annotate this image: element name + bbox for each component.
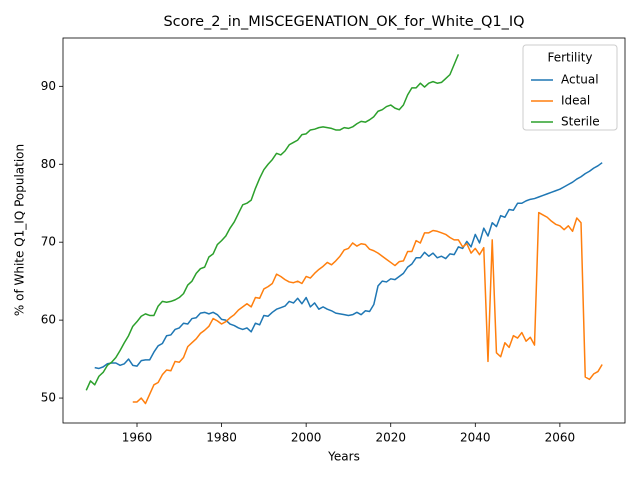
legend-box [522, 44, 618, 131]
line-series [132, 211, 603, 405]
x-tick-label: 2020 [375, 431, 406, 445]
legend-label: Ideal [561, 94, 590, 108]
legend-title: Fertility [547, 51, 592, 65]
x-tick-label: 2000 [291, 431, 322, 445]
x-tick-label: 2060 [545, 431, 576, 445]
y-tick-label: 90 [41, 79, 56, 93]
line-series [94, 162, 603, 370]
x-tick-label: 1980 [206, 431, 237, 445]
y-tick-label: 60 [41, 313, 56, 327]
x-tick-label: 1960 [122, 431, 153, 445]
line-series [85, 54, 460, 391]
y-tick-label: 50 [41, 391, 56, 405]
y-axis-label: % of White Q1_IQ Population [13, 144, 27, 316]
x-tick-label: 2040 [460, 431, 491, 445]
chart-title: Score_2_in_MISCEGENATION_OK_for_White_Q1… [163, 14, 524, 30]
plot-frame [62, 37, 626, 424]
y-tick-label: 70 [41, 235, 56, 249]
legend-label: Actual [561, 73, 599, 87]
legend-label: Sterile [561, 115, 600, 129]
y-tick-label: 80 [41, 157, 56, 171]
x-axis-label: Years [327, 450, 360, 464]
